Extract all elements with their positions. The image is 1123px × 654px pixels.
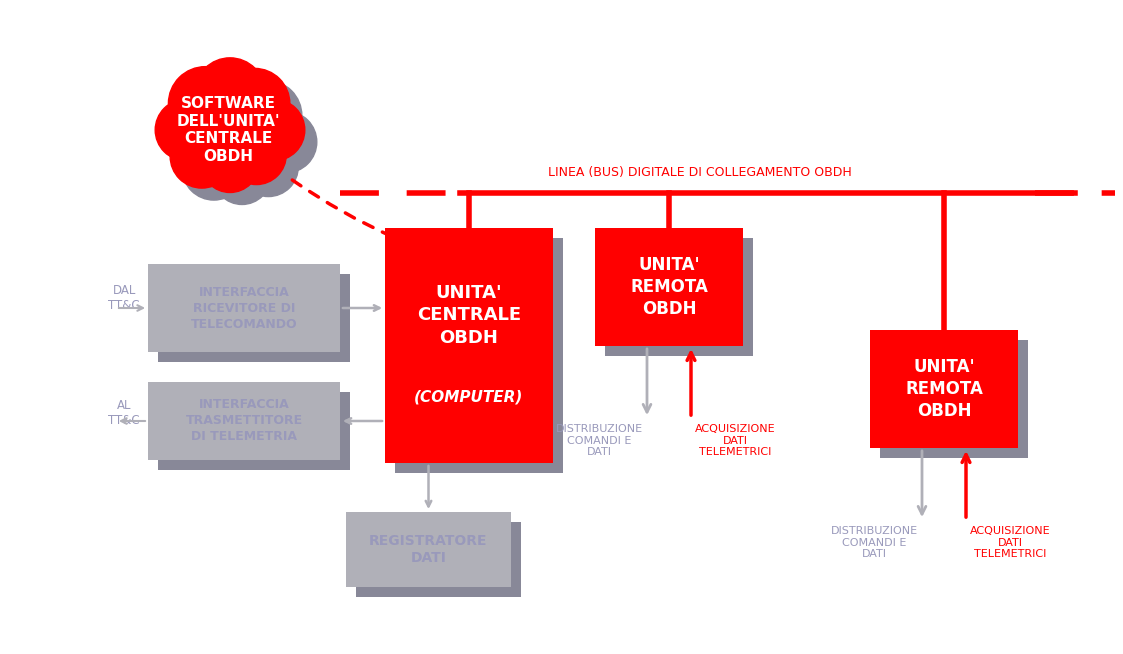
Text: LINEA (BUS) DIGITALE DI COLLEGAMENTO OBDH: LINEA (BUS) DIGITALE DI COLLEGAMENTO OBD…	[548, 166, 852, 179]
Circle shape	[207, 70, 277, 140]
FancyBboxPatch shape	[385, 228, 553, 463]
Text: UNITA'
REMOTA
OBDH: UNITA' REMOTA OBDH	[630, 256, 707, 318]
FancyBboxPatch shape	[605, 238, 754, 356]
Text: UNITA'
REMOTA
OBDH: UNITA' REMOTA OBDH	[905, 358, 983, 421]
Circle shape	[231, 80, 302, 151]
Text: (COMPUTER): (COMPUTER)	[414, 390, 523, 405]
FancyBboxPatch shape	[158, 274, 350, 362]
Text: DISTRIBUZIONE
COMANDI E
DATI: DISTRIBUZIONE COMANDI E DATI	[556, 424, 643, 457]
Text: ACQUISIZIONE
DATI
TELEMETRICI: ACQUISIZIONE DATI TELEMETRICI	[695, 424, 776, 457]
Circle shape	[181, 78, 254, 152]
Circle shape	[177, 75, 256, 154]
Text: SOFTWARE
DELL'UNITA'
CENTRALE
OBDH: SOFTWARE DELL'UNITA' CENTRALE OBDH	[176, 96, 280, 164]
Circle shape	[189, 86, 268, 165]
Circle shape	[167, 111, 229, 173]
Text: DISTRIBUZIONE
COMANDI E
DATI: DISTRIBUZIONE COMANDI E DATI	[831, 526, 917, 559]
Circle shape	[201, 135, 259, 192]
Text: REGISTRATORE
DATI: REGISTRATORE DATI	[369, 534, 487, 565]
Circle shape	[186, 86, 274, 174]
Text: INTERFACCIA
RICEVITORE DI
TELECOMANDO: INTERFACCIA RICEVITORE DI TELECOMANDO	[191, 286, 298, 330]
FancyBboxPatch shape	[870, 330, 1019, 448]
Circle shape	[155, 99, 217, 161]
Circle shape	[203, 75, 283, 154]
Text: AL
TT&C: AL TT&C	[109, 399, 140, 427]
Circle shape	[219, 69, 290, 139]
FancyBboxPatch shape	[395, 238, 563, 473]
Text: DAL
TT&C: DAL TT&C	[109, 284, 140, 312]
FancyBboxPatch shape	[595, 228, 743, 346]
FancyBboxPatch shape	[346, 512, 511, 587]
FancyBboxPatch shape	[880, 340, 1028, 458]
Circle shape	[194, 58, 265, 128]
Circle shape	[198, 98, 286, 186]
Circle shape	[216, 86, 295, 165]
Circle shape	[244, 99, 304, 161]
Circle shape	[168, 67, 243, 141]
FancyBboxPatch shape	[148, 264, 340, 352]
Circle shape	[171, 125, 234, 188]
FancyBboxPatch shape	[356, 522, 521, 597]
Circle shape	[182, 137, 246, 200]
Circle shape	[255, 111, 317, 173]
FancyBboxPatch shape	[158, 392, 350, 470]
Text: INTERFACCIA
TRASMETTITORE
DI TELEMETRIA: INTERFACCIA TRASMETTITORE DI TELEMETRIA	[185, 398, 302, 443]
Text: UNITA'
CENTRALE
OBDH: UNITA' CENTRALE OBDH	[417, 284, 521, 347]
Text: ACQUISIZIONE
DATI
TELEMETRICI: ACQUISIZIONE DATI TELEMETRICI	[970, 526, 1051, 559]
Circle shape	[213, 146, 271, 205]
FancyBboxPatch shape	[148, 382, 340, 460]
Circle shape	[238, 137, 299, 197]
Circle shape	[227, 125, 286, 184]
